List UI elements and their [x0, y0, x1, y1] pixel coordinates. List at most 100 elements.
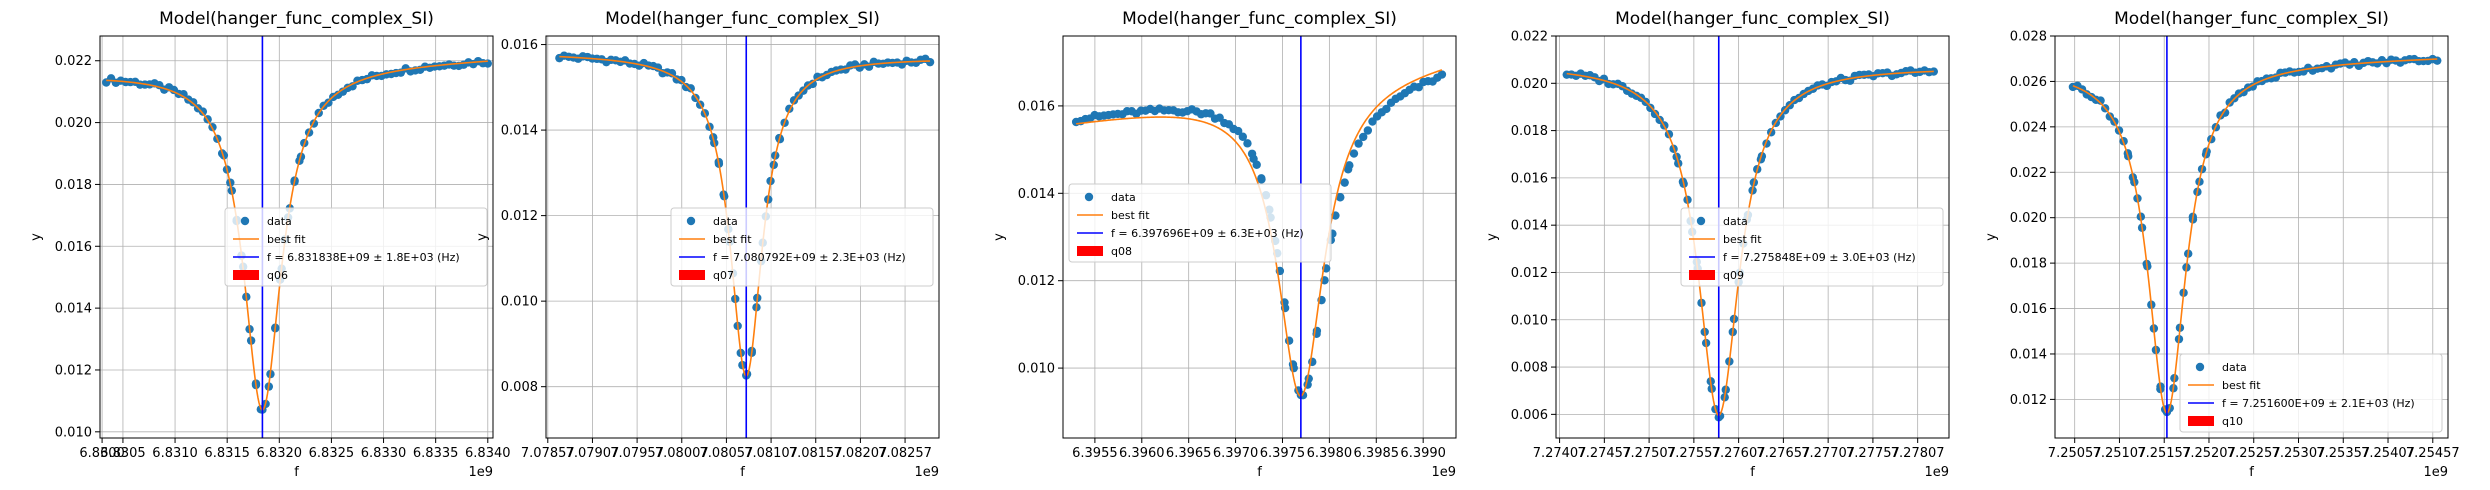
data-point	[667, 69, 677, 78]
y-tick-label: 0.024	[2010, 120, 2047, 135]
x-tick-label: 6.3965	[1166, 446, 1212, 461]
chart-panel-1: Model(hanger_func_complex_SI)7.078577.07…	[475, 9, 940, 480]
data-point	[1284, 336, 1294, 345]
legend-entry: best fit	[1111, 209, 1150, 222]
x-tick-label: 7.08257	[878, 446, 932, 461]
x-tick-label: 7.08207	[834, 446, 888, 461]
chart-panel-4: Model(hanger_func_complex_SI)7.250577.25…	[1984, 9, 2460, 480]
x-tick-label: 7.27457	[1577, 446, 1631, 461]
data-point	[324, 98, 333, 107]
y-tick-label: 0.020	[2010, 211, 2047, 226]
legend-entry: f = 6.831838E+09 ± 1.8E+03 (Hz)	[267, 251, 460, 264]
axes-frame	[2054, 35, 2449, 439]
chart-panel-0: Model(hanger_func_complex_SI) 6.83006.830…	[29, 9, 511, 480]
y-tick-label: 0.016	[1018, 99, 1055, 114]
y-tick-label: 0.012	[2010, 393, 2047, 408]
x-tick-label: 7.27807	[1891, 446, 1945, 461]
y-tick-label: 0.016	[1511, 171, 1548, 186]
x-tick-label: 7.08057	[700, 446, 754, 461]
legend-box	[670, 207, 934, 287]
data-point	[808, 79, 817, 89]
data-point	[1363, 126, 1373, 135]
x-axis-label: f	[1257, 465, 1262, 480]
y-tick-label: 0.010	[501, 295, 538, 310]
legend-marker-data	[1084, 192, 1094, 202]
legend-entry: data	[1723, 215, 1748, 228]
y-tick-label: 0.026	[2010, 75, 2047, 90]
y-tick-label: 0.022	[1511, 30, 1548, 45]
data-point	[686, 84, 695, 93]
axes-frame	[99, 35, 494, 439]
x-tick-label: 7.25307	[2272, 446, 2326, 461]
x-tick-label: 6.8335	[413, 446, 459, 461]
legend: data best fit f = 6.397696E+09 ± 6.3E+03 (…	[1068, 183, 1332, 263]
legend-marker-data	[1696, 216, 1706, 226]
x-offset-text: 1e9	[1431, 465, 1456, 480]
legend-marker-patch	[1077, 246, 1103, 256]
x-axis-label: f	[2249, 465, 2254, 480]
data-point	[1257, 175, 1266, 184]
x-offset-text: 1e9	[2423, 465, 2448, 480]
y-tick-label: 0.012	[1018, 274, 1055, 289]
y-tick-label: 0.014	[2010, 347, 2047, 362]
data-point	[1354, 139, 1363, 148]
plot-area	[102, 36, 492, 438]
x-offset-text: 1e9	[914, 465, 939, 480]
data-point	[198, 107, 208, 116]
x-tick-label: 6.3975	[1260, 446, 1306, 461]
legend-marker-data	[240, 216, 250, 226]
x-tick-label: 6.3955	[1072, 446, 1118, 461]
data-point	[1249, 154, 1258, 164]
legend-box	[2179, 353, 2443, 433]
data-point	[1349, 149, 1359, 158]
data-point	[1340, 178, 1349, 187]
data-point	[1238, 132, 1248, 141]
legend-marker-patch	[2188, 416, 2214, 426]
x-tick-label: 6.8340	[465, 446, 511, 461]
legend-entry: data	[267, 215, 292, 228]
legend-marker-patch	[233, 270, 259, 280]
legend-entry: f = 7.275848E+09 ± 3.0E+03 (Hz)	[1723, 251, 1916, 264]
legend: data best fit f = 7.251600E+09 ± 2.1E+03 (…	[2179, 353, 2443, 433]
x-tick-label: 7.25357	[2316, 446, 2370, 461]
y-tick-label: 0.020	[55, 116, 92, 131]
x-tick-label: 7.27757	[1846, 446, 1900, 461]
y-tick-label: 0.028	[2010, 30, 2047, 45]
data-point	[2096, 96, 2105, 105]
x-tick-label: 6.3970	[1213, 446, 1259, 461]
legend: data best fit f = 7.080792E+09 ± 2.3E+03 (…	[670, 207, 934, 287]
x-tick-label: 7.25107	[2093, 446, 2147, 461]
chart-panel-2: Model(hanger_func_complex_SI)6.3955 6.396…	[992, 9, 1457, 480]
y-axis-label: y	[475, 233, 490, 241]
legend-entry: q09	[1723, 269, 1744, 282]
data-point	[1646, 103, 1655, 113]
y-tick-label: 0.012	[501, 209, 538, 224]
legend-entry: best fit	[267, 233, 306, 246]
y-tick-label: 0.010	[1018, 362, 1055, 377]
axes-frame	[1062, 35, 1457, 439]
y-tick-label: 0.022	[2010, 166, 2047, 181]
x-axis-label: f	[294, 465, 299, 480]
best-fit-line	[2072, 58, 2438, 414]
y-tick-label: 0.010	[55, 425, 92, 440]
legend-entry: f = 6.397696E+09 ± 6.3E+03 (Hz)	[1111, 227, 1304, 240]
x-tick-label: 6.8325	[309, 446, 355, 461]
data-point	[1336, 193, 1345, 202]
chart-title: Model(hanger_func_complex_SI)	[1615, 9, 1890, 29]
y-tick-label: 0.006	[1511, 408, 1548, 423]
x-tick-label: 7.25257	[2227, 446, 2281, 461]
x-tick-label: 6.8310	[152, 446, 198, 461]
chart-title: Model(hanger_func_complex_SI)	[605, 9, 880, 29]
x-tick-label: 7.25207	[2182, 446, 2236, 461]
legend-entry: q10	[2222, 415, 2243, 428]
x-tick-label: 6.8305	[100, 446, 146, 461]
data-point	[1233, 126, 1243, 136]
data-point	[1650, 109, 1660, 119]
y-tick-label: 0.014	[501, 124, 538, 139]
legend-marker-patch	[679, 270, 705, 280]
x-offset-text: 1e9	[1924, 465, 1949, 480]
x-tick-label: 7.27557	[1667, 446, 1721, 461]
x-tick-label: 7.07957	[610, 446, 664, 461]
x-axis-label: f	[1750, 465, 1755, 480]
axes-frame	[1555, 35, 1950, 439]
